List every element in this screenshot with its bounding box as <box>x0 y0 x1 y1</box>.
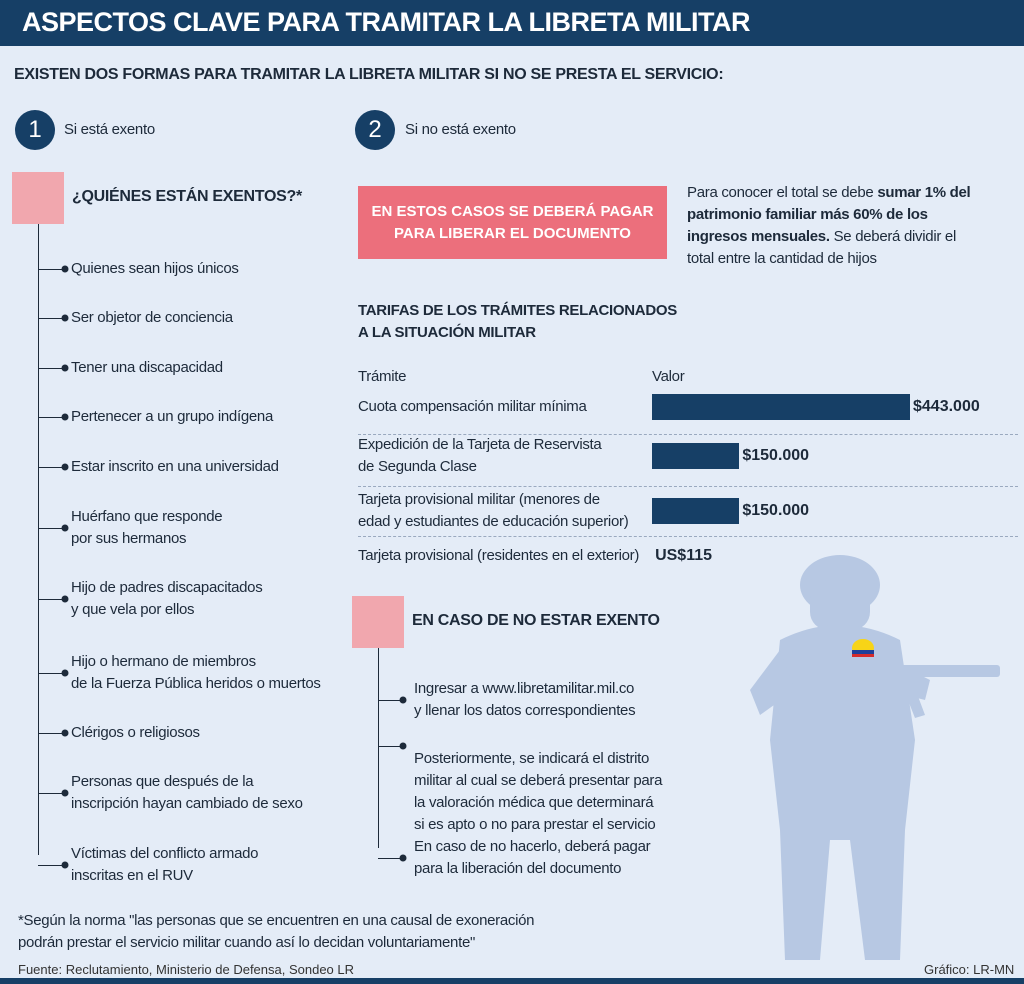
list-dot <box>61 463 69 471</box>
list-tick <box>38 368 65 369</box>
header-title: ASPECTOS CLAVE PARA TRAMITAR LA LIBRETA … <box>22 7 750 37</box>
list-tick <box>38 269 65 270</box>
row-label: Tarjeta provisional militar (menores de … <box>358 491 629 530</box>
section-title: EN CASO DE NO ESTAR EXENTO <box>412 612 660 629</box>
row-label: Cuota compensación militar mínima <box>358 398 587 415</box>
list-tick <box>378 746 403 747</box>
flag <box>852 639 874 657</box>
list-dot <box>399 742 407 750</box>
list-dot <box>61 595 69 603</box>
option-label: Si está exento <box>64 121 155 138</box>
list-dot <box>61 729 69 737</box>
list-tick <box>38 467 65 468</box>
list-item: Posteriormente, se indicará el distrito … <box>414 750 663 833</box>
list-item: Pertenecer a un grupo indígena <box>71 408 273 425</box>
column-header: Valor <box>652 368 685 385</box>
list-tick <box>38 528 65 529</box>
bar <box>652 394 910 420</box>
value-label: US$115 <box>655 547 712 564</box>
option-number: 2 <box>355 110 395 150</box>
list-line <box>378 648 379 848</box>
row-separator <box>358 433 1018 435</box>
list-dot <box>61 413 69 421</box>
list-tick <box>38 318 65 319</box>
note-text: Para conocer el total se debe <box>687 184 874 201</box>
list-dot <box>399 854 407 862</box>
bar <box>652 498 740 524</box>
note-bold: sumar 1% del patrimonio familiar más 60%… <box>687 184 971 245</box>
list-dot <box>61 669 69 677</box>
list-item: Ingresar a www.libretamilitar.mil.co y l… <box>414 680 636 719</box>
note: Para conocer el total se debe sumar 1% d… <box>687 182 977 270</box>
list-dot <box>61 861 69 869</box>
list-tick <box>38 417 65 418</box>
list-tick <box>378 858 403 859</box>
list-dot <box>399 696 407 704</box>
list-tick <box>378 700 403 701</box>
list-item: Personas que después de la inscripción h… <box>71 773 303 812</box>
fees-title: TARIFAS DE LOS TRÁMITES RELACIONADOS A L… <box>358 302 677 341</box>
bar <box>652 443 740 469</box>
list-item: Ser objetor de conciencia <box>71 309 233 326</box>
list-item: Víctimas del conflicto armado inscritas … <box>71 845 259 884</box>
row-separator <box>358 535 1018 537</box>
list-tick <box>38 733 65 734</box>
person-icon <box>12 172 64 224</box>
row-label: Expedición de la Tarjeta de Reservista d… <box>358 436 602 475</box>
list-line <box>38 224 39 855</box>
row-separator <box>358 485 1018 487</box>
list-item: Quienes sean hijos únicos <box>71 260 239 277</box>
option-number: 1 <box>15 110 55 150</box>
subtitle: EXISTEN DOS FORMAS PARA TRAMITAR LA LIBR… <box>14 66 724 83</box>
column-header: Trámite <box>358 368 407 385</box>
list-dot <box>61 314 69 322</box>
list-item: Hijo o hermano de miembros de la Fuerza … <box>71 653 321 692</box>
list-item: Estar inscrito en una universidad <box>71 458 279 475</box>
banner: EN ESTOS CASOS SE DEBERÁ PAGAR PARA LIBE… <box>358 186 667 259</box>
list-dot <box>61 524 69 532</box>
list-dot <box>61 364 69 372</box>
list-tick <box>38 673 65 674</box>
list-dot <box>61 265 69 273</box>
soldier-illustration <box>750 555 1000 960</box>
footnote: *Según la norma "las personas que se enc… <box>18 912 535 951</box>
list-item: Hijo de padres discapacitados y que vela… <box>71 579 263 618</box>
section-title: ¿QUIÉNES ESTÁN EXENTOS?* <box>72 188 302 205</box>
list-item: Tener una discapacidad <box>71 359 223 376</box>
list-tick <box>38 793 65 794</box>
list-dot <box>61 789 69 797</box>
list-item: En caso de no hacerlo, deberá pagar para… <box>414 838 651 877</box>
person-icon <box>352 596 404 648</box>
value-label: $150.000 <box>742 447 810 464</box>
list-tick <box>38 599 65 600</box>
list-item: Huérfano que responde por sus hermanos <box>71 508 223 547</box>
list-item: Clérigos o religiosos <box>71 724 200 741</box>
list-tick <box>38 865 65 866</box>
value-label: $443.000 <box>913 398 980 415</box>
bottom-bar <box>0 978 1024 984</box>
source: Fuente: Reclutamiento, Ministerio de Def… <box>18 962 355 977</box>
value-label: $150.000 <box>742 502 810 519</box>
credit: Gráfico: LR-MN <box>924 962 1015 977</box>
row-label: Tarjeta provisional (residentes en el ex… <box>358 547 640 564</box>
option-label: Si no está exento <box>405 121 516 138</box>
header: ASPECTOS CLAVE PARA TRAMITAR LA LIBRETA … <box>0 0 1024 46</box>
note-text: Se deberá dividir el total entre la cant… <box>687 228 956 267</box>
